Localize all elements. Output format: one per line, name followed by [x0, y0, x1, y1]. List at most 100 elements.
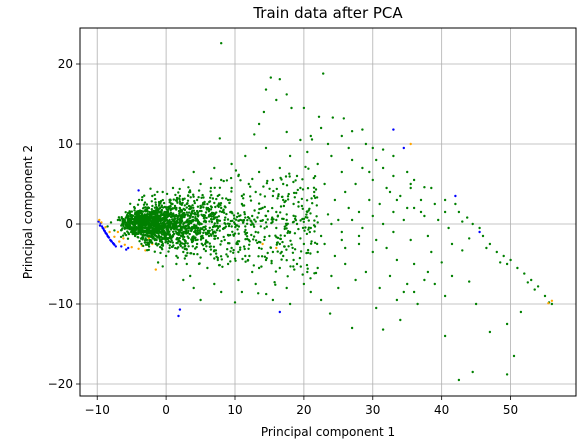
x-tick-label: 0	[162, 403, 170, 417]
green-data-point	[237, 250, 240, 254]
green-data-point	[145, 238, 149, 242]
green-data-point	[126, 211, 130, 215]
green-data-point	[209, 253, 212, 256]
green-data-point	[257, 292, 260, 295]
green-data-point	[205, 216, 208, 220]
green-data-point	[173, 206, 176, 210]
green-data-point	[299, 265, 302, 268]
green-data-point	[165, 240, 168, 243]
green-data-point	[196, 205, 200, 208]
green-data-point	[133, 228, 136, 232]
green-data-point	[145, 232, 148, 235]
green-data-point	[244, 260, 247, 263]
green-data-point	[202, 206, 205, 209]
green-data-point	[306, 187, 310, 190]
green-data-point	[319, 126, 323, 130]
green-data-point	[173, 228, 176, 231]
green-data-point	[371, 250, 374, 254]
green-data-point	[315, 204, 318, 207]
green-data-point	[272, 189, 275, 193]
green-data-point	[187, 204, 191, 208]
green-data-point	[178, 202, 182, 205]
green-data-point	[171, 241, 174, 244]
green-data-point	[176, 228, 179, 231]
green-data-point	[232, 214, 236, 217]
green-data-point	[113, 229, 116, 232]
green-data-point	[220, 290, 223, 294]
green-data-point	[142, 219, 145, 222]
green-data-point	[203, 225, 207, 229]
green-data-point	[368, 170, 371, 174]
green-data-point	[243, 211, 246, 214]
green-data-point	[186, 251, 189, 255]
green-data-point	[285, 93, 288, 96]
green-data-point	[276, 241, 279, 244]
green-data-point	[412, 290, 416, 294]
green-data-point	[178, 194, 182, 198]
green-data-point	[550, 302, 554, 306]
green-data-point	[281, 217, 284, 220]
green-data-point	[185, 232, 188, 235]
green-data-point	[392, 210, 395, 214]
green-data-point	[233, 217, 236, 220]
green-data-point	[419, 210, 423, 214]
green-data-point	[253, 218, 256, 221]
green-data-point	[285, 130, 288, 134]
green-data-point	[226, 242, 230, 245]
green-data-point	[301, 273, 304, 276]
green-data-point	[426, 270, 430, 274]
green-data-point	[216, 220, 219, 223]
green-data-point	[171, 225, 175, 228]
green-data-point	[270, 259, 273, 263]
green-data-point	[169, 198, 172, 201]
green-data-point	[201, 244, 205, 247]
orange-data-point	[100, 221, 103, 224]
green-data-point	[226, 198, 230, 202]
green-data-point	[152, 213, 155, 216]
green-data-point	[315, 242, 319, 246]
green-data-point	[301, 217, 304, 221]
green-data-point	[192, 170, 195, 174]
green-data-point	[282, 204, 286, 208]
green-data-point	[121, 219, 125, 222]
green-data-point	[154, 201, 157, 204]
green-data-point	[210, 206, 213, 209]
green-data-point	[224, 222, 227, 226]
green-data-point	[230, 190, 233, 193]
green-data-point	[298, 256, 302, 260]
green-data-point	[143, 201, 147, 204]
green-data-point	[361, 226, 364, 230]
green-data-point	[188, 191, 191, 194]
green-data-point	[233, 257, 237, 260]
green-data-point	[173, 204, 177, 208]
green-data-point	[223, 205, 226, 208]
green-data-point	[197, 222, 200, 225]
green-data-point	[293, 196, 296, 199]
blue-data-point	[392, 128, 395, 131]
green-data-point	[178, 212, 181, 215]
green-data-point	[310, 138, 314, 141]
green-data-point	[144, 243, 148, 246]
green-data-point	[331, 116, 334, 119]
green-data-point	[150, 216, 153, 219]
green-data-point	[144, 206, 147, 209]
green-data-point	[178, 231, 181, 234]
green-data-point	[236, 212, 240, 215]
green-data-point	[288, 154, 292, 158]
green-data-point	[181, 213, 184, 216]
green-data-point	[368, 198, 371, 202]
green-data-point	[330, 274, 333, 278]
green-data-point	[378, 286, 381, 290]
green-data-point	[159, 245, 162, 249]
green-data-point	[273, 281, 276, 284]
green-data-point	[176, 217, 179, 220]
green-data-point	[192, 286, 195, 290]
green-data-point	[249, 185, 252, 188]
green-data-point	[296, 188, 299, 192]
green-data-point	[140, 232, 143, 235]
green-data-point	[295, 174, 299, 178]
green-data-point	[430, 186, 433, 190]
green-data-point	[181, 197, 184, 201]
green-data-point	[159, 219, 162, 223]
green-data-point	[269, 246, 272, 249]
